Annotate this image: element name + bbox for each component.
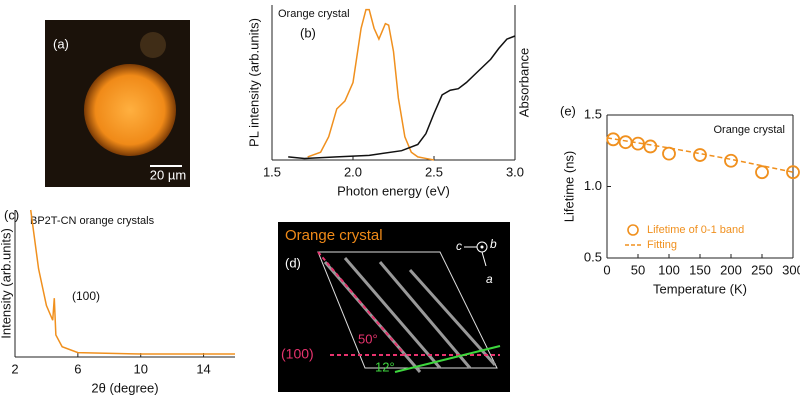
data-point (662, 146, 676, 161)
data-point (631, 136, 645, 151)
x-axis-label: Temperature (K) (653, 281, 747, 296)
chart-title: Orange crystal (713, 124, 785, 136)
axis-label: c (456, 239, 462, 253)
x-tick-label: 14 (196, 361, 210, 376)
panel-label: (a) (53, 36, 69, 51)
y-tick-label: 1.5 (584, 106, 602, 121)
axis-symbol (480, 245, 484, 249)
x-axis-label: 2θ (degree) (91, 380, 158, 395)
plane-line (317, 251, 406, 356)
scale-label: 20 µm (150, 167, 186, 182)
axis-label: b (490, 237, 497, 251)
x-tick-label: 200 (720, 262, 742, 277)
angle-label: 50° (358, 331, 378, 346)
series-line (288, 35, 516, 160)
blob (140, 32, 166, 58)
y-tick-label: 0.5 (584, 249, 602, 264)
image-title: Orange crystal (285, 227, 383, 244)
x-tick-label: 300 (782, 262, 800, 277)
angle-line (394, 345, 501, 373)
x-tick-label: 2.5 (425, 164, 443, 179)
x-tick-label: 0 (603, 262, 610, 277)
x-tick-label: 10 (133, 361, 147, 376)
panel-label: (b) (300, 25, 316, 40)
x-tick-label: 3.0 (506, 164, 524, 179)
legend-label: Lifetime of 0-1 band (647, 224, 744, 236)
y-axis-label: PL intensity (arb.units) (246, 18, 261, 147)
annotation: (100) (72, 289, 100, 303)
angle-label: 12° (375, 359, 395, 374)
legend-label: Fitting (647, 239, 677, 251)
y-tick-label: 1.0 (584, 178, 602, 193)
series-line (29, 209, 235, 355)
y-axis-label: Intensity (arb.units) (0, 228, 13, 339)
data-point (618, 135, 633, 150)
axis-label: a (486, 272, 493, 286)
x-tick-label: 250 (751, 262, 773, 277)
structure-image (278, 222, 510, 392)
x-tick-label: 100 (658, 262, 680, 277)
x-tick-label: 1.5 (263, 164, 281, 179)
data-point (755, 165, 769, 180)
y2-axis-label: Absorbance (516, 48, 531, 117)
plane-label: (100) (281, 346, 314, 362)
chart-title: Orange crystal (278, 8, 350, 20)
y-axis-label: Lifetime (ns) (561, 151, 576, 223)
panel-d: Orange crystal (d) (100) 50° 12° c b a (278, 222, 510, 392)
panel-label: (e) (560, 103, 576, 118)
panel-label: (c) (4, 207, 19, 222)
series-line (606, 137, 794, 173)
chart-title: BP2T-CN orange crystals (30, 215, 155, 227)
data-point (643, 139, 658, 154)
x-axis-label: Photon energy (eV) (337, 183, 450, 198)
panel-label: (d) (285, 255, 301, 270)
crystal (84, 64, 176, 156)
series-line (307, 8, 435, 161)
x-tick-label: 150 (689, 262, 711, 277)
panel-a: 20 µm (a) (45, 20, 190, 187)
x-tick-label: 2 (11, 361, 18, 376)
axis-arrow (481, 251, 487, 267)
x-tick-label: 6 (74, 361, 81, 376)
legend-marker (627, 224, 639, 236)
x-tick-label: 2.0 (344, 164, 362, 179)
unit-cell (317, 251, 498, 369)
x-tick-label: 50 (631, 262, 645, 277)
data-point (786, 165, 800, 180)
